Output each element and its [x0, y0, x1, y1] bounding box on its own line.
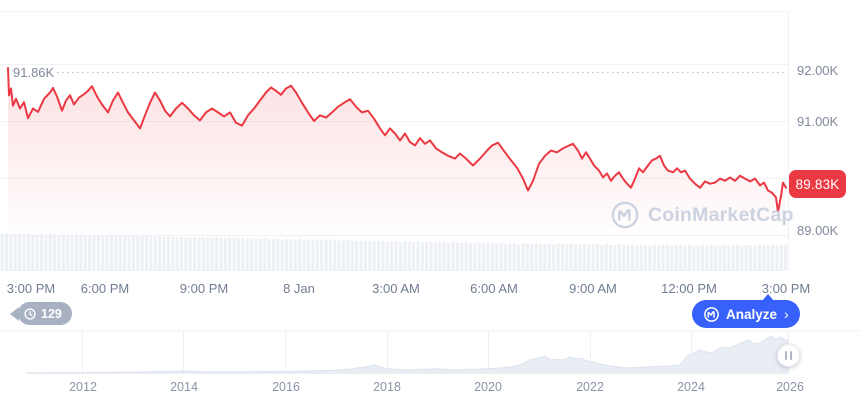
x-tick-7: 12:00 PM — [661, 281, 717, 296]
year-label-2026: 2026 — [776, 380, 804, 394]
grip-bar-icon — [785, 351, 787, 360]
clock-history-icon — [24, 307, 36, 320]
x-tick-4: 3:00 AM — [372, 281, 420, 296]
chevron-right-icon: › — [784, 306, 789, 322]
x-tick-2: 9:00 PM — [179, 281, 229, 296]
year-label-2018: 2018 — [373, 380, 401, 394]
analyze-button[interactable]: Analyze › — [692, 294, 800, 328]
year-label-2022: 2022 — [576, 380, 604, 394]
year-label-2012: 2012 — [69, 380, 97, 394]
x-tick-5: 6:00 AM — [470, 281, 518, 296]
reference-price-label: 91.86K — [13, 65, 55, 80]
navigator-drag-handle[interactable] — [777, 344, 800, 367]
history-count-badge[interactable]: 129 — [18, 302, 72, 325]
year-label-2016: 2016 — [272, 380, 300, 394]
current-price-badge: 89.83K — [789, 170, 846, 198]
y-axis-label-91k: 91.00K — [797, 114, 839, 129]
cmc-logo-icon — [704, 306, 719, 322]
year-label-2014: 2014 — [170, 380, 198, 394]
grip-bar-icon — [790, 351, 792, 360]
timeline-navigator[interactable] — [0, 330, 860, 377]
watermark: CoinMarketCap — [610, 200, 794, 230]
history-count: 129 — [41, 306, 62, 321]
x-tick-1: 6:00 PM — [80, 281, 130, 296]
y-axis-label-89k: 89.00K — [797, 223, 839, 238]
cmc-logo-icon — [611, 201, 639, 229]
x-tick-0: 3:00 PM — [6, 281, 56, 296]
y-axis-label-92k: 92.00K — [797, 63, 839, 78]
x-tick-8: 3:00 PM — [761, 281, 811, 296]
x-tick-6: 9:00 AM — [569, 281, 617, 296]
year-label-2024: 2024 — [677, 380, 705, 394]
analyze-label: Analyze — [726, 306, 778, 322]
watermark-text: CoinMarketCap — [648, 203, 794, 226]
price-chart[interactable] — [0, 0, 860, 278]
year-label-2020: 2020 — [474, 380, 502, 394]
x-tick-3: 8 Jan — [283, 281, 315, 296]
